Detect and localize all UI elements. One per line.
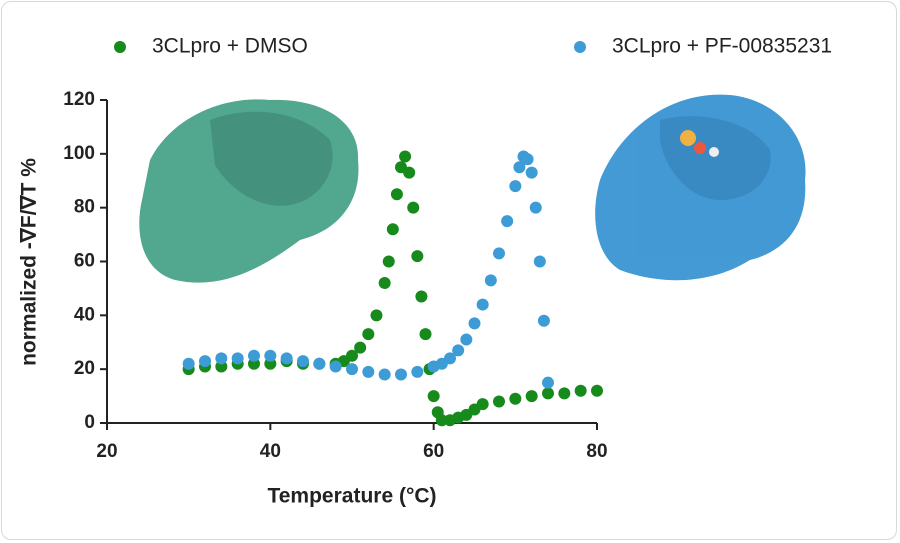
protein-blue: [595, 94, 806, 281]
data-point: [378, 368, 391, 381]
data-point: [407, 201, 420, 214]
data-point: [537, 314, 550, 327]
data-point: [415, 290, 428, 303]
data-point: [558, 387, 571, 400]
data-point: [525, 166, 538, 179]
data-point: [493, 395, 505, 408]
data-point: [362, 328, 375, 341]
data-point: [346, 363, 358, 376]
protein-green: [139, 99, 359, 283]
x-axis-title: Temperature (°C): [267, 485, 436, 508]
data-point: [362, 365, 375, 378]
data-point: [248, 349, 260, 362]
data-point: [574, 384, 587, 397]
data-point: [378, 277, 391, 290]
data-point: [501, 215, 514, 228]
data-point: [529, 201, 542, 214]
data-point: [476, 398, 489, 411]
data-point: [419, 328, 432, 341]
data-point: [533, 255, 546, 268]
data-point: [427, 390, 440, 403]
data-point: [329, 360, 342, 373]
data-point: [354, 341, 367, 354]
y-tick-label: 0: [84, 412, 95, 433]
data-point: [521, 153, 534, 166]
y-tick-label: 20: [74, 358, 95, 379]
data-point: [399, 150, 412, 163]
data-point: [542, 376, 554, 389]
x-tick-label: 40: [260, 441, 281, 462]
data-point: [452, 344, 465, 357]
data-point: [476, 298, 489, 311]
y-tick-label: 100: [63, 143, 95, 164]
legend-marker: [114, 41, 126, 53]
data-point: [411, 365, 424, 378]
data-point: [346, 349, 358, 362]
data-point: [199, 355, 211, 368]
x-tick-label: 20: [96, 441, 117, 462]
x-tick-label: 80: [586, 441, 607, 462]
data-point: [591, 384, 603, 397]
data-point: [525, 390, 538, 403]
data-point: [264, 349, 277, 362]
x-tick-label: 60: [423, 441, 444, 462]
data-point: [215, 352, 228, 365]
data-point: [395, 368, 407, 381]
y-tick-label: 80: [74, 197, 95, 218]
data-point: [370, 309, 383, 322]
data-point: [411, 250, 424, 263]
data-point: [403, 166, 416, 179]
data-point: [444, 352, 456, 365]
data-point: [460, 333, 473, 346]
legend-label: 3CLpro + DMSO: [152, 35, 308, 58]
legend-label: 3CLpro + PF-00835231: [612, 35, 832, 58]
y-axis-title: normalized -∇F/∇T %: [18, 158, 41, 366]
data-point: [390, 188, 403, 201]
data-point: [386, 223, 399, 236]
y-tick-label: 40: [74, 304, 95, 325]
data-point: [542, 387, 554, 400]
y-tick-label: 60: [74, 251, 95, 272]
legend-marker: [574, 41, 586, 53]
data-point: [313, 357, 326, 370]
data-point: [493, 247, 505, 260]
data-point: [513, 161, 526, 174]
data-point: [297, 355, 309, 368]
data-point: [382, 255, 395, 268]
data-point: [509, 180, 522, 193]
data-point: [468, 317, 481, 330]
y-tick-label: 120: [63, 89, 95, 110]
data-point: [509, 392, 522, 405]
data-point: [280, 352, 293, 365]
data-point: [231, 352, 244, 365]
data-point: [484, 274, 497, 287]
data-point: [182, 357, 195, 370]
